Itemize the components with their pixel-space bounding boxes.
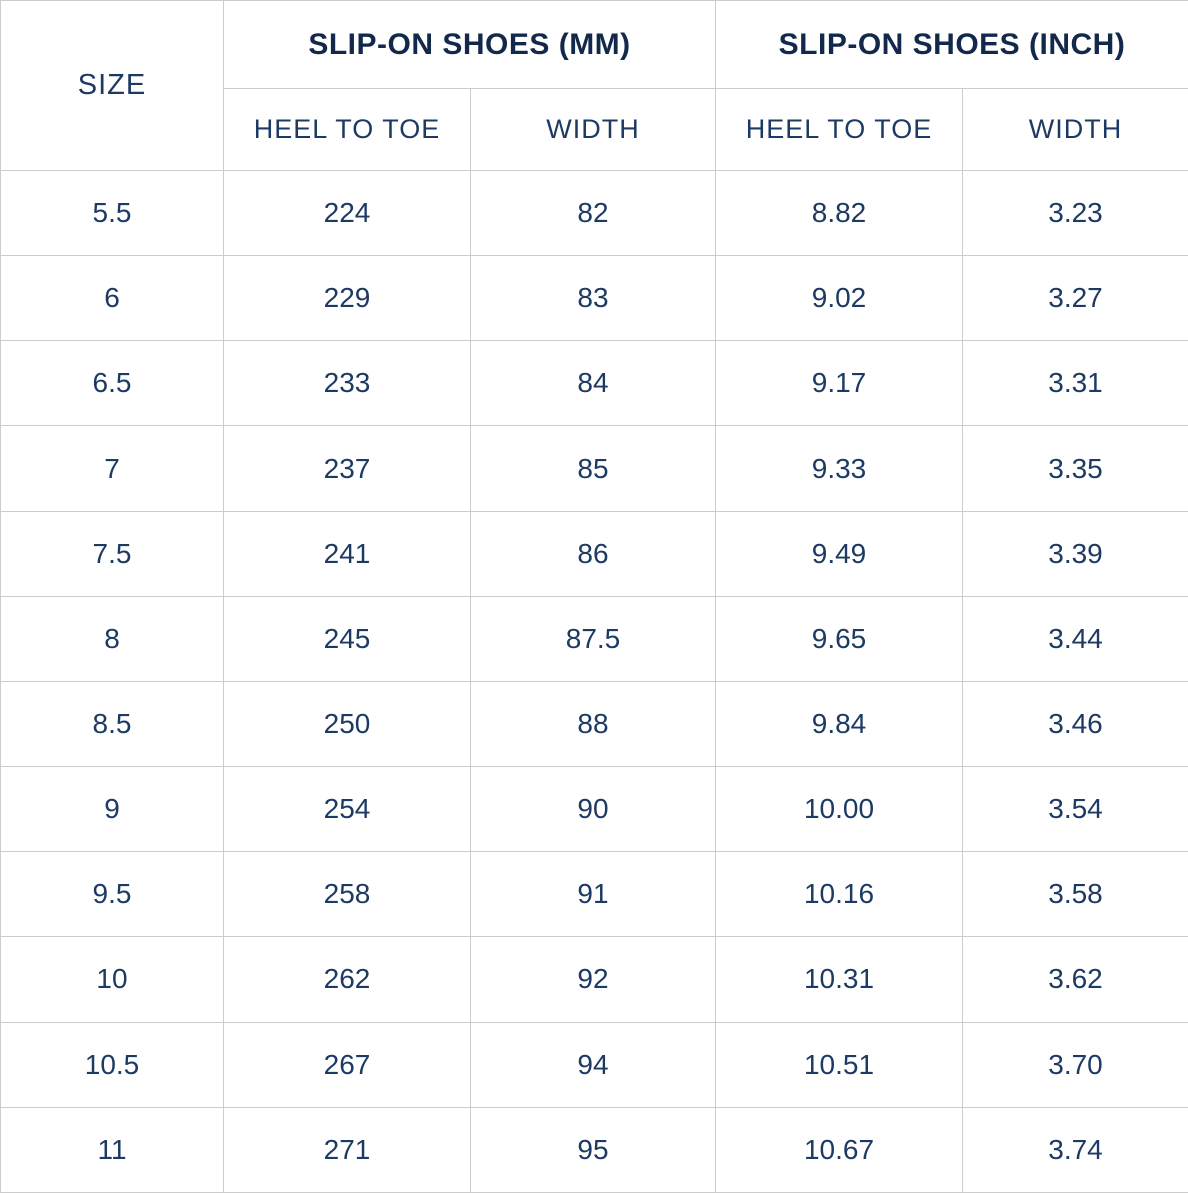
inch-width-cell: 3.35: [962, 425, 1188, 512]
size-cell: 9: [0, 766, 224, 853]
mm-group-header: SLIP-ON SHOES (MM): [223, 0, 716, 89]
inch-width-cell: 3.58: [962, 851, 1188, 938]
mm-width-cell: 90: [470, 766, 716, 853]
table-row: 11 271 95 10.67 3.74: [0, 1106, 1188, 1193]
mm-width-cell: 86: [470, 510, 716, 597]
inch-width-cell: 3.44: [962, 595, 1188, 682]
inch-heel-to-toe-cell: 10.31: [715, 936, 963, 1023]
mm-width-cell: 83: [470, 255, 716, 342]
mm-width-cell: 94: [470, 1021, 716, 1108]
table-row: 7 237 85 9.33 3.35: [0, 425, 1188, 512]
size-cell: 10.5: [0, 1021, 224, 1108]
mm-heel-to-toe-cell: 250: [223, 680, 471, 768]
size-cell: 11: [0, 1106, 224, 1193]
mm-width-cell: 82: [470, 169, 716, 257]
table-row: 8 245 87.5 9.65 3.44: [0, 595, 1188, 682]
inch-heel-to-toe-cell: 9.84: [715, 680, 963, 768]
table-row: 9.5 258 91 10.16 3.58: [0, 851, 1188, 938]
mm-heel-to-toe-cell: 245: [223, 595, 471, 682]
inch-heel-to-toe-cell: 9.49: [715, 510, 963, 597]
table-row: 6 229 83 9.02 3.27: [0, 255, 1188, 342]
inch-width-subheader: WIDTH: [962, 88, 1188, 171]
table-row: 6.5 233 84 9.17 3.31: [0, 340, 1188, 427]
size-cell: 6: [0, 255, 224, 342]
mm-heel-to-toe-cell: 233: [223, 340, 471, 427]
inch-group-header: SLIP-ON SHOES (INCH): [715, 0, 1188, 89]
table-row: 7.5 241 86 9.49 3.39: [0, 510, 1188, 597]
mm-width-cell: 95: [470, 1106, 716, 1193]
inch-width-cell: 3.31: [962, 340, 1188, 427]
mm-heel-to-toe-cell: 267: [223, 1021, 471, 1108]
mm-heel-to-toe-cell: 271: [223, 1106, 471, 1193]
mm-width-subheader: WIDTH: [470, 88, 716, 171]
size-cell: 8.5: [0, 680, 224, 768]
inch-width-cell: 3.62: [962, 936, 1188, 1023]
mm-width-cell: 92: [470, 936, 716, 1023]
size-cell: 8: [0, 595, 224, 682]
inch-width-cell: 3.39: [962, 510, 1188, 597]
inch-width-cell: 3.27: [962, 255, 1188, 342]
mm-heel-to-toe-subheader: HEEL TO TOE: [223, 88, 471, 171]
mm-width-cell: 87.5: [470, 595, 716, 682]
table-row: 10 262 92 10.31 3.62: [0, 936, 1188, 1023]
inch-width-cell: 3.74: [962, 1106, 1188, 1193]
mm-width-cell: 84: [470, 340, 716, 427]
size-cell: 6.5: [0, 340, 224, 427]
size-cell: 5.5: [0, 169, 224, 257]
mm-heel-to-toe-cell: 262: [223, 936, 471, 1023]
mm-heel-to-toe-cell: 258: [223, 851, 471, 938]
inch-width-cell: 3.23: [962, 169, 1188, 257]
inch-width-cell: 3.54: [962, 766, 1188, 853]
inch-width-cell: 3.46: [962, 680, 1188, 768]
inch-heel-to-toe-cell: 9.33: [715, 425, 963, 512]
table-row: 5.5 224 82 8.82 3.23: [0, 169, 1188, 257]
mm-heel-to-toe-cell: 241: [223, 510, 471, 597]
size-cell: 9.5: [0, 851, 224, 938]
mm-heel-to-toe-cell: 237: [223, 425, 471, 512]
sub-header-row: HEEL TO TOE WIDTH HEEL TO TOE WIDTH: [1, 88, 1188, 171]
size-cell: 7: [0, 425, 224, 512]
inch-heel-to-toe-cell: 8.82: [715, 169, 963, 257]
inch-heel-to-toe-cell: 9.17: [715, 340, 963, 427]
table-row: 10.5 267 94 10.51 3.70: [0, 1021, 1188, 1108]
table-row: 9 254 90 10.00 3.54: [0, 766, 1188, 853]
group-header-row: SIZE SLIP-ON SHOES (MM) SLIP-ON SHOES (I…: [0, 0, 1188, 171]
inch-heel-to-toe-cell: 9.02: [715, 255, 963, 342]
size-chart-header: SIZE SLIP-ON SHOES (MM) SLIP-ON SHOES (I…: [0, 0, 1188, 171]
size-chart-body: 5.5 224 82 8.82 3.23 6 229 83 9.02 3.27 …: [0, 169, 1188, 1193]
mm-heel-to-toe-cell: 224: [223, 169, 471, 257]
size-cell: 10: [0, 936, 224, 1023]
mm-heel-to-toe-cell: 229: [223, 255, 471, 342]
inch-heel-to-toe-subheader: HEEL TO TOE: [715, 88, 963, 171]
mm-width-cell: 85: [470, 425, 716, 512]
inch-heel-to-toe-cell: 10.00: [715, 766, 963, 853]
table-row: 8.5 250 88 9.84 3.46: [0, 680, 1188, 768]
inch-heel-to-toe-cell: 10.51: [715, 1021, 963, 1108]
mm-width-cell: 88: [470, 680, 716, 768]
mm-width-cell: 91: [470, 851, 716, 938]
inch-heel-to-toe-cell: 9.65: [715, 595, 963, 682]
inch-width-cell: 3.70: [962, 1021, 1188, 1108]
inch-heel-to-toe-cell: 10.67: [715, 1106, 963, 1193]
inch-heel-to-toe-cell: 10.16: [715, 851, 963, 938]
size-cell: 7.5: [0, 510, 224, 597]
mm-heel-to-toe-cell: 254: [223, 766, 471, 853]
size-column-header: SIZE: [0, 0, 224, 171]
